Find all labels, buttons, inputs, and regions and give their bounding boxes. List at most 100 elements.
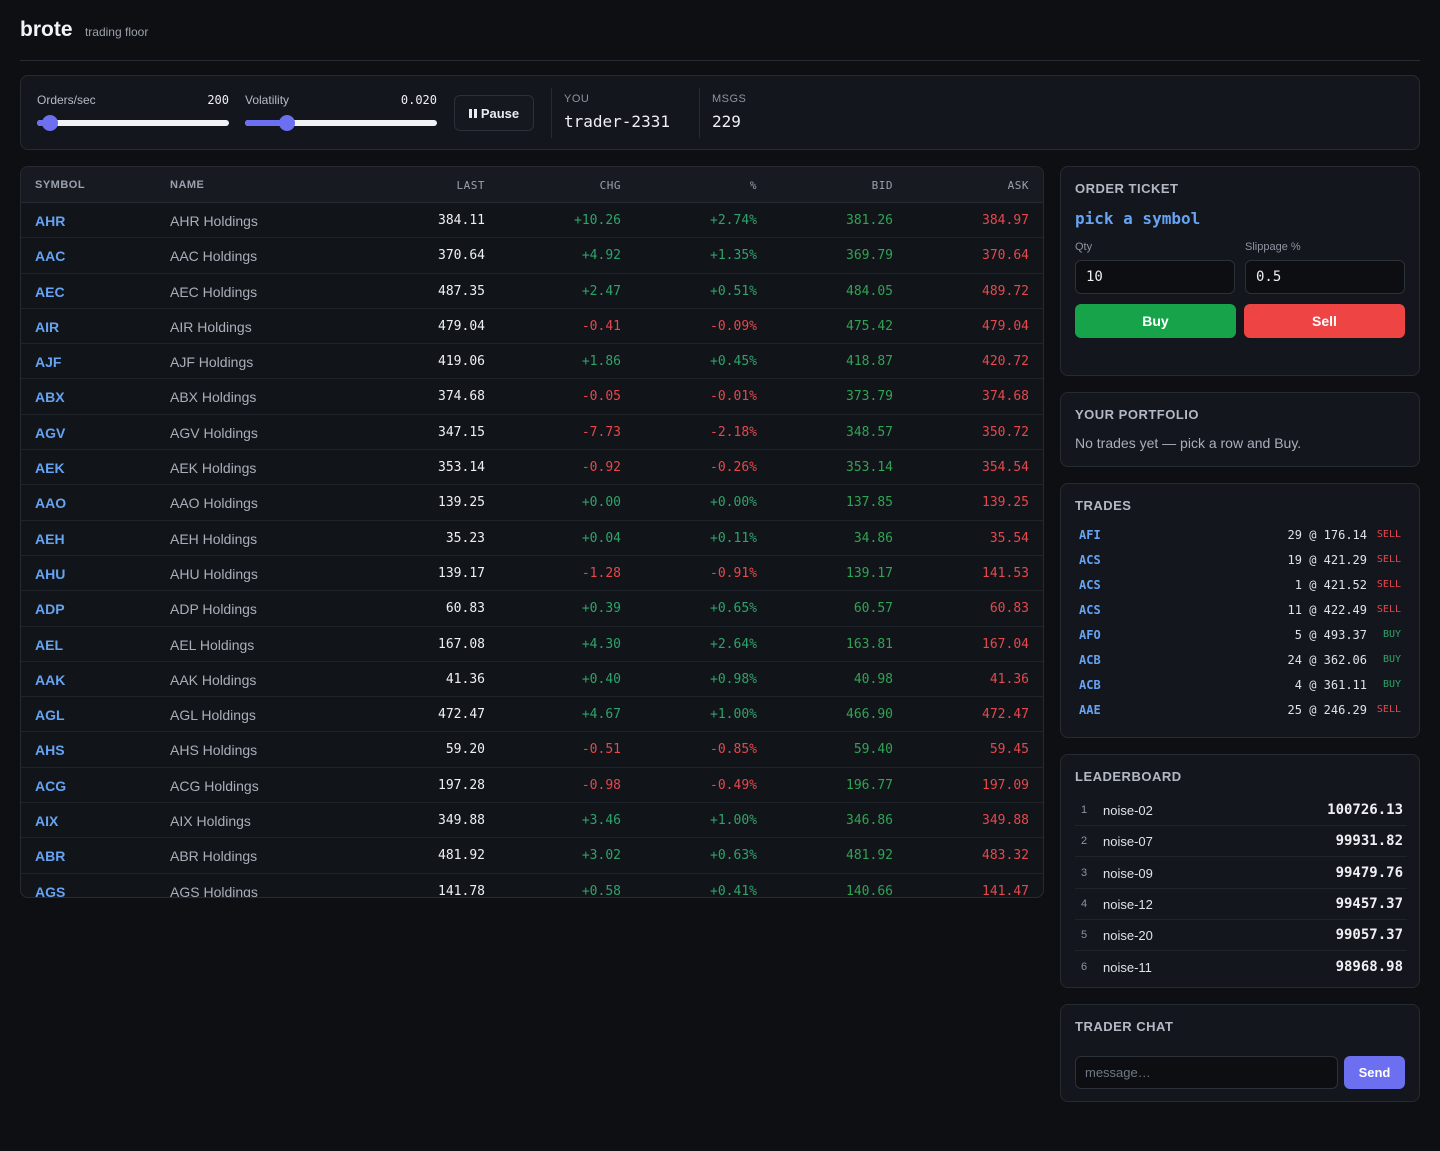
table-row[interactable]: ADP ADP Holdings 60.83 +0.39 +0.65% 60.57 60.8…: [21, 591, 1043, 627]
table-row[interactable]: AHU AHU Holdings 139.17 -1.28 -0.91% 139.17 14…: [21, 556, 1043, 592]
cell-chg: +0.00: [581, 495, 621, 511]
cell-bid: 481.92: [846, 848, 893, 864]
table-row[interactable]: AJF AJF Holdings 419.06 +1.86 +0.45% 418.87 42…: [21, 344, 1043, 380]
table-row[interactable]: ABR ABR Holdings 481.92 +3.02 +0.63% 481.92 48…: [21, 838, 1043, 874]
table-row[interactable]: AAO AAO Holdings 139.25 +0.00 +0.00% 137.85 13…: [21, 485, 1043, 521]
table-row[interactable]: AIR AIR Holdings 479.04 -0.41 -0.09% 475.42 47…: [21, 309, 1043, 345]
cell-symbol[interactable]: AEC: [35, 283, 65, 300]
cell-symbol[interactable]: AJF: [35, 354, 62, 371]
cell-symbol[interactable]: AEK: [35, 460, 65, 477]
cell-bid: 346.86: [846, 813, 893, 829]
cell-pct: -0.49%: [710, 777, 757, 793]
column-header-symbol[interactable]: SYMBOL: [35, 179, 86, 191]
cell-bid: 418.87: [846, 354, 893, 370]
cell-symbol[interactable]: ADP: [35, 601, 65, 618]
brand-subtitle: trading floor: [84, 25, 149, 39]
table-row[interactable]: ACG ACG Holdings 197.28 -0.98 -0.49% 196.77 19…: [21, 768, 1043, 804]
cell-symbol[interactable]: AIX: [35, 813, 59, 830]
you-label: YOU: [564, 93, 590, 105]
trader-id: trader-2331: [564, 112, 670, 131]
cell-symbol[interactable]: AGV: [35, 424, 66, 441]
cell-pct: +0.45%: [710, 354, 757, 370]
table-row[interactable]: AEH AEH Holdings 35.23 +0.04 +0.11% 34.86 35.5…: [21, 521, 1043, 556]
cell-symbol[interactable]: AAC: [35, 248, 66, 265]
column-header-name[interactable]: NAME: [170, 179, 205, 191]
table-row[interactable]: AEK AEK Holdings 353.14 -0.92 -0.26% 353.14 35…: [21, 450, 1043, 486]
cell-symbol[interactable]: AHR: [35, 213, 66, 229]
cell-pct: +0.00%: [710, 495, 757, 511]
cell-ask: 350.72: [982, 424, 1029, 440]
trade-symbol[interactable]: ACB: [1079, 678, 1101, 692]
trade-symbol[interactable]: ACB: [1079, 653, 1101, 667]
chat-message-input[interactable]: [1075, 1056, 1338, 1089]
cell-symbol[interactable]: AIR: [35, 318, 60, 335]
cell-symbol[interactable]: AGS: [35, 883, 66, 898]
trade-symbol[interactable]: AFO: [1079, 628, 1101, 642]
cell-symbol[interactable]: AEL: [35, 636, 63, 653]
orders-slider-thumb[interactable]: [42, 115, 59, 131]
cell-chg: +4.92: [581, 248, 621, 264]
cell-bid: 466.90: [846, 707, 893, 723]
trade-symbol[interactable]: AAE: [1079, 703, 1101, 717]
send-button[interactable]: Send: [1344, 1056, 1405, 1089]
cell-bid: 196.77: [846, 777, 893, 793]
table-row[interactable]: AGS AGS Holdings 141.78 +0.58 +0.41% 140.66 14…: [21, 874, 1043, 898]
leaderboard-title: LEADERBOARD: [1075, 769, 1182, 784]
cell-symbol[interactable]: ACG: [35, 777, 67, 794]
cell-symbol[interactable]: AEH: [35, 530, 65, 547]
cell-pct: -2.18%: [710, 424, 757, 440]
cell-name: AHS Holdings: [170, 742, 258, 759]
column-header-bid[interactable]: BID: [871, 179, 893, 192]
qty-input[interactable]: 10: [1075, 260, 1235, 294]
cell-name: AGL Holdings: [170, 707, 256, 724]
table-row[interactable]: AAC AAC Holdings 370.64 +4.92 +1.35% 369.79 37…: [21, 238, 1043, 274]
cell-symbol[interactable]: AAO: [35, 495, 67, 512]
table-row[interactable]: AHS AHS Holdings 59.20 -0.51 -0.85% 59.40 59.4…: [21, 732, 1043, 768]
table-row[interactable]: AGV AGV Holdings 347.15 -7.73 -2.18% 348.57 35…: [21, 415, 1043, 451]
cell-chg: -0.92: [581, 460, 621, 476]
cell-symbol[interactable]: AAK: [35, 671, 66, 688]
slippage-input[interactable]: 0.5: [1245, 260, 1405, 294]
cell-pct: +0.63%: [710, 848, 757, 864]
cell-symbol[interactable]: AGL: [35, 707, 65, 724]
orders-per-sec-value: 200: [207, 93, 229, 107]
cell-chg: -0.51: [581, 742, 621, 758]
cell-bid: 59.40: [853, 742, 893, 758]
column-header-ask[interactable]: ASK: [1007, 179, 1029, 192]
column-header-pct[interactable]: %: [749, 179, 757, 192]
pause-button[interactable]: Pause: [454, 95, 534, 131]
market-table: SYMBOL NAME LAST CHG % BID ASK AHR AHR Ho…: [20, 166, 1044, 898]
table-row[interactable]: ABX ABX Holdings 374.68 -0.05 -0.01% 373.79 37…: [21, 379, 1043, 415]
table-row[interactable]: AEL AEL Holdings 167.08 +4.30 +2.64% 163.81 16…: [21, 627, 1043, 662]
table-row[interactable]: AEC AEC Holdings 487.35 +2.47 +0.51% 484.05 48…: [21, 274, 1043, 309]
trades-panel: TRADES AFI 29 @ 176.14 SELL ACS 19 @ 421.29 S…: [1060, 483, 1420, 738]
orders-per-sec-slider[interactable]: [37, 115, 229, 131]
trade-symbol[interactable]: AFI: [1079, 528, 1101, 542]
cell-bid: 60.57: [853, 601, 893, 617]
portfolio-panel: YOUR PORTFOLIO No trades yet — pick a ro…: [1060, 392, 1420, 467]
column-header-last[interactable]: LAST: [456, 179, 485, 192]
trade-symbol[interactable]: ACS: [1079, 553, 1101, 567]
column-header-chg[interactable]: CHG: [599, 179, 621, 192]
cell-symbol[interactable]: AHU: [35, 565, 66, 582]
cell-symbol[interactable]: AHS: [35, 742, 65, 759]
cell-ask: 167.04: [982, 636, 1029, 652]
cell-last: 384.11: [438, 213, 485, 228]
table-row[interactable]: AHR AHR Holdings 384.11 +10.26 +2.74% 381.26 3…: [21, 203, 1043, 239]
volatility-control: Volatility 0.020: [245, 93, 437, 131]
cell-name: AGS Holdings: [170, 883, 258, 898]
table-row[interactable]: AGL AGL Holdings 472.47 +4.67 +1.00% 466.90 47…: [21, 697, 1043, 733]
sell-button[interactable]: Sell: [1244, 304, 1405, 338]
table-row[interactable]: AAK AAK Holdings 41.36 +0.40 +0.98% 40.98 41.3…: [21, 662, 1043, 698]
volatility-slider-thumb[interactable]: [279, 115, 296, 131]
cell-name: AEH Holdings: [170, 530, 258, 547]
trade-symbol[interactable]: ACS: [1079, 603, 1101, 617]
volatility-slider[interactable]: [245, 115, 437, 131]
cell-ask: 370.64: [982, 248, 1029, 264]
cell-symbol[interactable]: ABR: [35, 848, 66, 865]
table-row[interactable]: AIX AIX Holdings 349.88 +3.46 +1.00% 346.86 34…: [21, 803, 1043, 839]
cell-symbol[interactable]: ABX: [35, 389, 65, 406]
trade-item: ACS 11 @ 422.49 SELL: [1079, 603, 1401, 621]
buy-button[interactable]: Buy: [1075, 304, 1236, 338]
trade-symbol[interactable]: ACS: [1079, 578, 1101, 592]
